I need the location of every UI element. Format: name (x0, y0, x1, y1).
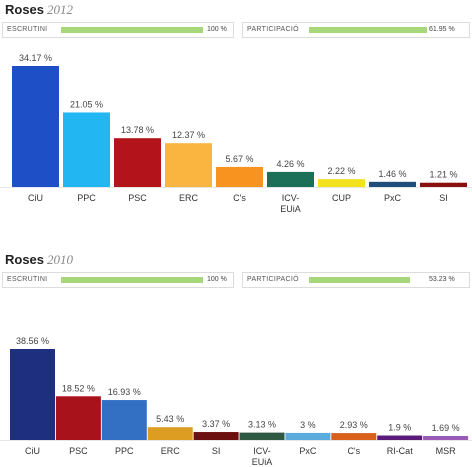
bar-pxc (285, 432, 331, 440)
bar-si (193, 432, 239, 440)
results-panel-2012: Roses 2012 ESCRUTINI 100 % PARTICIPACIÓ 6… (0, 0, 472, 232)
category-label: SI (439, 193, 448, 203)
escrutini-box: ESCRUTINI 100 % (2, 22, 234, 38)
data-label: 5.43 % (156, 414, 184, 424)
category-label: ICV- (253, 446, 271, 456)
bar-icv-euia (267, 171, 314, 187)
participacio-label: PARTICIPACIÓ (247, 26, 299, 33)
participacio-box: PARTICIPACIÓ 61.95 % (242, 22, 470, 38)
bar-ppc (63, 112, 110, 187)
data-label: 3.13 % (248, 420, 276, 430)
bar-pxc (369, 181, 416, 187)
data-label: 1.46 % (378, 169, 406, 179)
participacio-label: PARTICIPACIÓ (247, 276, 299, 283)
data-label: 4.26 % (276, 159, 304, 169)
data-label: 38.56 % (16, 336, 49, 346)
escrutini-value: 100 % (207, 276, 227, 283)
bar-cup (318, 179, 365, 187)
data-label: 1.21 % (429, 170, 457, 180)
data-label: 5.67 % (225, 154, 253, 164)
data-label: 1.9 % (388, 423, 411, 433)
data-label: 1.69 % (432, 423, 460, 433)
data-label: 34.17 % (19, 53, 52, 63)
category-label: PxC (384, 193, 402, 203)
category-label: PPC (77, 193, 96, 203)
escrutini-label: ESCRUTINI (7, 26, 48, 33)
category-label: C's (347, 446, 360, 456)
bar-icv-euia (239, 432, 285, 440)
category-label: CiU (25, 446, 40, 456)
bar-erc (165, 143, 212, 187)
category-label: MSR (436, 446, 457, 456)
category-label: EUiA (280, 204, 301, 214)
data-label: 16.93 % (108, 387, 141, 397)
bar-c-s (216, 166, 263, 187)
bar-psc (114, 138, 161, 187)
category-label: ICV- (282, 193, 300, 203)
participacio-box: PARTICIPACIÓ 53.23 % (242, 272, 470, 288)
bar-msr (423, 436, 469, 440)
place-name: Roses (5, 252, 45, 267)
place-name: Roses (5, 2, 45, 17)
category-label: SI (212, 446, 221, 456)
participacio-progress (309, 277, 410, 283)
escrutini-value: 100 % (207, 26, 227, 33)
category-label: PxC (299, 446, 317, 456)
results-panel-2010: Roses 2010 ESCRUTINI 100 % PARTICIPACIÓ 5… (0, 250, 472, 467)
participacio-progress (309, 27, 427, 33)
election-year: 2012 (47, 2, 74, 17)
category-label: C's (233, 193, 246, 203)
panel-title: Roses 2012 (5, 1, 73, 19)
data-label: 13.78 % (121, 125, 154, 135)
data-label: 2.22 % (327, 166, 355, 176)
category-label: EUiA (252, 457, 273, 467)
category-label: CiU (28, 193, 43, 203)
participacio-value: 53.23 % (429, 276, 455, 283)
data-label: 3 % (300, 420, 316, 430)
bar-ri-cat (377, 435, 423, 440)
category-label: PSC (69, 446, 88, 456)
category-label: ERC (179, 193, 199, 203)
escrutini-progress (61, 277, 203, 283)
participacio-value: 61.95 % (429, 26, 455, 33)
data-label: 21.05 % (70, 99, 103, 109)
bar-ppc (101, 400, 147, 440)
bar-ciu (12, 66, 59, 187)
election-year: 2010 (47, 252, 74, 267)
bar-si (420, 182, 467, 187)
escrutini-box: ESCRUTINI 100 % (2, 272, 234, 288)
escrutini-label: ESCRUTINI (7, 276, 48, 283)
category-label: ERC (161, 446, 181, 456)
bar-erc (147, 427, 193, 440)
data-label: 3.37 % (202, 419, 230, 429)
escrutini-progress (61, 27, 203, 33)
category-label: CUP (332, 193, 351, 203)
category-label: PSC (128, 193, 147, 203)
bar-psc (55, 396, 101, 440)
data-label: 2.93 % (340, 420, 368, 430)
bar-ciu (10, 349, 55, 440)
category-label: PPC (115, 446, 134, 456)
bar-chart-2012: 34.17 % CiU 21.05 % PPC 13.78 % PSC 12.37 % ERC… (0, 53, 472, 214)
bar-c-s (331, 433, 377, 440)
bar-chart-2010: 38.56 % CiU 18.52 % PSC 16.93 % PPC 5.43 % ERC 3… (0, 336, 472, 467)
category-label: RI-Cat (387, 446, 414, 456)
data-label: 12.37 % (172, 130, 205, 140)
data-label: 18.52 % (62, 383, 95, 393)
panel-title: Roses 2010 (5, 251, 73, 269)
